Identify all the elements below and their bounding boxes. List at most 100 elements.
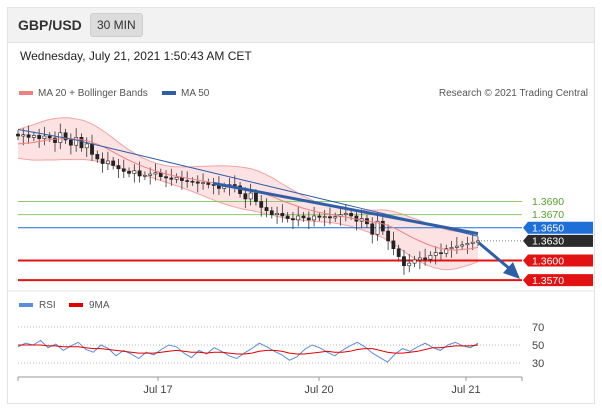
candle-body [322, 216, 327, 218]
x-tick-label: Jul 17 [143, 384, 172, 396]
candle-body [185, 180, 190, 182]
x-axis-labels: Jul 17 Jul 20 Jul 21 [17, 377, 523, 396]
candle-body [386, 230, 391, 242]
candle-body [476, 240, 480, 243]
candle-body [375, 220, 380, 235]
candle-body [444, 248, 449, 254]
candle-body [132, 170, 137, 174]
candle-body [254, 192, 258, 202]
candle-body [465, 243, 470, 246]
candle-body [47, 135, 52, 139]
candle-body [296, 215, 301, 221]
candle-body [37, 135, 42, 139]
candle-body [328, 216, 332, 219]
candle-body [449, 247, 454, 250]
candle-body [201, 182, 205, 184]
candle-body [16, 133, 20, 137]
candle-body [264, 207, 269, 212]
level-tag-4 [523, 254, 593, 267]
candle-body [391, 240, 396, 250]
level-tag-2 [523, 221, 593, 234]
bollinger-band-area [18, 117, 478, 270]
candle-body [306, 217, 311, 221]
candle-body [402, 256, 406, 267]
rsi-tick-50: 50 [532, 340, 544, 352]
bollinger-lower [17, 157, 479, 271]
candle-body [280, 213, 285, 217]
price-levels [18, 201, 522, 282]
rsi-legend-label: RSI [39, 300, 56, 311]
level-tag-3 [523, 234, 593, 247]
main-legend: MA 20 + Bollinger Bands MA 50 Research ©… [19, 88, 588, 99]
candle-body [417, 257, 422, 261]
level-label-5: 1.3570 [532, 275, 564, 287]
candle-body [153, 172, 158, 175]
rsi-tick-70: 70 [532, 322, 544, 334]
candle-body [42, 135, 47, 139]
candle-body [116, 165, 121, 170]
level-label-2: 1.3650 [532, 223, 564, 235]
candle-body [142, 175, 147, 177]
candle-body [349, 213, 354, 217]
rsi-panel: 70 50 30 [17, 322, 544, 370]
candle-body [79, 137, 84, 149]
candle-body [396, 248, 401, 257]
candle-body [285, 215, 290, 219]
candle-body [105, 160, 110, 164]
candle-body [312, 215, 316, 221]
candle-body [195, 181, 200, 184]
level-label-4: 1.3600 [532, 255, 564, 267]
candle-body [428, 254, 433, 260]
ma50-legend-label: MA 50 [181, 88, 210, 99]
candle-body [301, 215, 306, 219]
bollinger-upper [17, 117, 479, 234]
chart-header: GBP/USD 30 MIN [8, 8, 594, 43]
candle-body [174, 177, 179, 180]
chart-widget: GBP/USD 30 MIN Wednesday, July 21, 2021 … [7, 7, 595, 404]
level-label-3: 1.3630 [532, 236, 564, 248]
candle-body [343, 213, 348, 215]
candle-body [31, 135, 36, 138]
trend-arrow [478, 241, 520, 279]
candle-body [433, 252, 438, 256]
candle-body [454, 245, 459, 248]
candle-body [190, 180, 195, 183]
candle-body [439, 252, 443, 254]
level-label-1: 1.3670 [532, 209, 564, 221]
candle-body [121, 168, 126, 172]
ma50-legend-swatch [162, 91, 176, 95]
candle-body [333, 216, 338, 219]
bb-legend-swatch [19, 91, 33, 95]
candle-body [164, 176, 168, 179]
candle-body [460, 244, 465, 247]
candle-body [53, 137, 57, 143]
rsi-line [17, 339, 479, 363]
candle-body [169, 177, 174, 180]
candle-body [90, 143, 94, 155]
trend-line [212, 181, 479, 236]
rsi-legend-swatch [19, 303, 33, 307]
chart-credit: Research © 2021 Trading Central [439, 88, 588, 99]
x-tick-label: Jul 20 [304, 384, 333, 396]
candle-body [370, 223, 375, 235]
x-tick-label: Jul 21 [451, 384, 480, 396]
candle-body [63, 132, 68, 141]
candle-body [26, 134, 31, 138]
bollinger-bands [17, 117, 479, 271]
candle-body [95, 154, 100, 160]
ma9-legend-swatch [69, 303, 83, 307]
candle-body [269, 210, 274, 215]
bb-legend-label: MA 20 + Bollinger Bands [38, 88, 148, 99]
candle-body [243, 193, 248, 200]
candle-body [275, 213, 279, 215]
timeframe-badge[interactable]: 30 MIN [90, 13, 143, 37]
candle-body [111, 160, 116, 166]
candle-body [21, 134, 26, 137]
candle-body [407, 262, 412, 267]
moving-averages [17, 128, 479, 251]
rsi-tick-30: 30 [532, 358, 544, 370]
candle-body [470, 241, 475, 244]
candle-body [206, 182, 211, 185]
